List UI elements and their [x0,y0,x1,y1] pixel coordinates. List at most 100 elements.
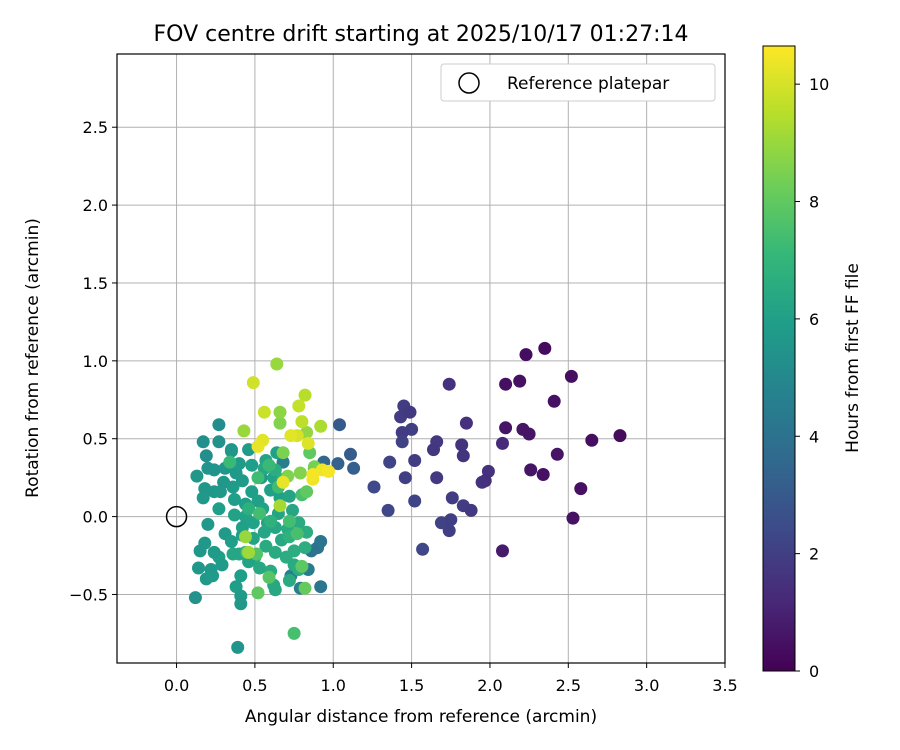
data-point [550,447,564,461]
data-point [306,468,320,481]
y-tick-label: 0.5 [83,430,108,449]
data-point [207,545,221,559]
data-point [398,471,412,485]
colorbar-tick-label: 8 [809,193,819,212]
data-point [395,435,409,449]
chart-title: FOV centre drift starting at 2025/10/17 … [154,22,689,47]
data-point [237,424,251,438]
data-point [284,429,298,443]
colorbar-bar [762,45,796,672]
data-point [276,475,290,489]
data-point [234,569,248,583]
data-point [295,559,309,573]
data-point [253,507,267,520]
data-point [273,405,287,419]
x-tick-label: 3.0 [634,676,659,695]
data-point [298,388,312,402]
data-point [300,485,314,499]
data-point [290,527,304,541]
data-point [268,583,282,597]
x-axis-label: Angular distance from reference (arcmin) [245,707,597,727]
data-point [193,544,207,558]
data-point [215,558,229,572]
data-point [262,570,276,584]
colorbar-tick-label: 0 [809,662,819,681]
data-point [456,449,470,463]
data-point [231,640,245,654]
y-tick-label: −0.5 [69,585,108,604]
y-tick-label: 0.0 [83,508,108,527]
data-point [253,561,267,575]
x-tick-label: 2.0 [477,676,502,695]
data-point [585,433,599,447]
x-tick-label: 0.0 [164,676,189,695]
colorbar-tick-label: 2 [809,545,819,564]
data-point [201,517,215,531]
data-point [519,348,533,362]
data-point [259,539,273,553]
data-point [251,440,265,453]
data-point [228,508,241,522]
data-point [444,513,458,527]
data-point [298,541,312,555]
data-point [416,542,430,556]
data-points [188,341,627,654]
data-point [408,494,422,508]
reference-platepar-marker [165,505,188,528]
data-point [234,597,248,611]
data-point [333,418,346,432]
data-point [246,516,260,530]
data-point [459,416,473,430]
y-axis-ticks: −0.5 0.0 0.5 1.0 1.5 2.0 2.5 [69,118,117,604]
y-tick-label: 1.5 [83,274,108,293]
x-tick-label: 3.5 [712,676,737,695]
data-point [403,405,417,419]
legend: Reference platepar [440,63,716,102]
plot-frame [116,53,726,664]
data-point [383,455,397,469]
colorbar-tick-label: 10 [809,75,829,94]
data-point [301,436,315,450]
data-point [292,399,306,413]
data-point [367,480,381,494]
data-point [613,429,627,443]
data-point [268,545,282,559]
data-point [524,463,538,477]
data-point [242,545,256,559]
data-point [190,469,204,483]
data-point [282,514,296,528]
x-tick-label: 1.0 [321,676,346,695]
data-point [395,426,409,439]
data-point [196,435,210,449]
data-point [282,574,296,587]
colorbar-ticks: 0 2 4 6 8 10 [795,75,829,681]
colorbar-tick-label: 4 [809,427,819,446]
data-point [212,435,226,449]
reference-marker [165,505,188,528]
data-point [287,626,301,640]
data-point [188,591,202,605]
data-point [228,493,241,506]
data-point [270,357,284,371]
data-point [273,416,287,430]
data-point [212,418,226,432]
legend-box [440,63,716,102]
legend-label: Reference platepar [507,74,669,94]
data-point [574,482,588,496]
colorbar-label: Hours from first FF file [843,263,863,453]
colorbar-tick-label: 6 [809,310,819,329]
data-point [257,525,271,539]
data-point [242,502,256,516]
data-point [251,586,265,600]
data-point [331,457,345,471]
y-tick-label: 2.5 [83,118,108,137]
x-tick-label: 2.5 [556,676,581,695]
data-point [295,415,309,429]
x-axis-ticks: 0.0 0.5 1.0 1.5 2.0 2.5 3.0 3.5 [164,663,738,695]
data-point [223,455,237,469]
data-point [286,503,299,517]
data-point [445,491,459,505]
data-point [224,444,238,458]
data-point [213,485,227,499]
